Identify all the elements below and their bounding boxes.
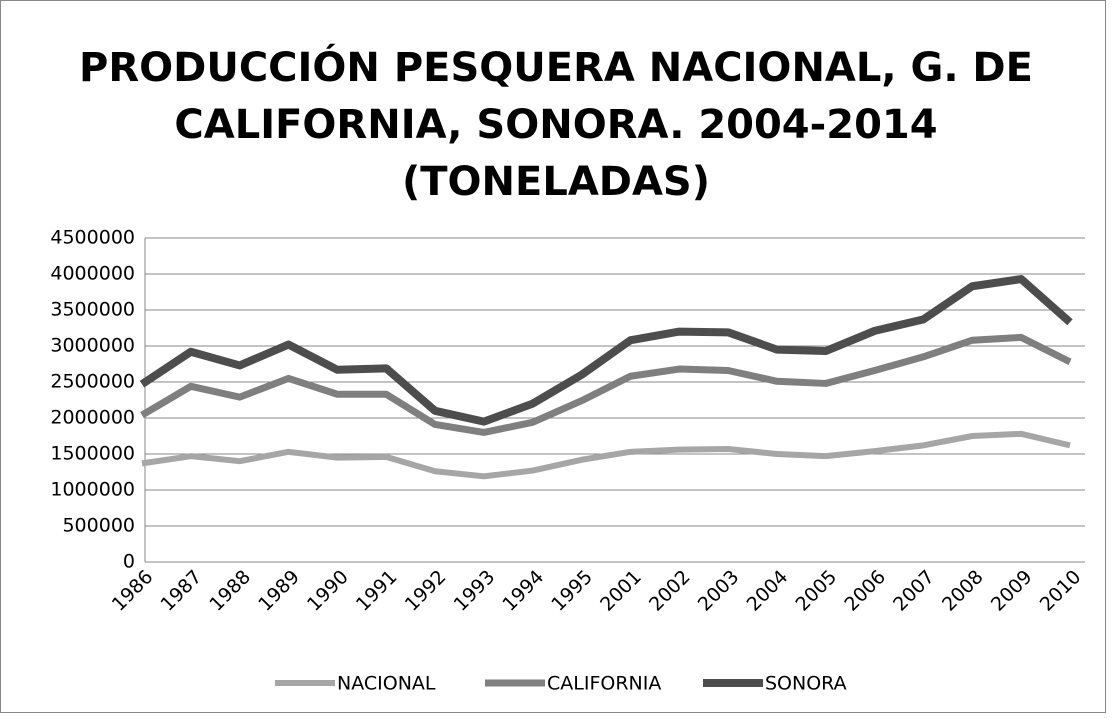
chart-title: CALIFORNIA, SONORA. 2004-2014 xyxy=(174,102,937,148)
y-tick-label: 0 xyxy=(123,551,135,573)
y-tick-label: 1000000 xyxy=(50,479,135,501)
series-line xyxy=(140,333,1072,436)
series-line xyxy=(141,430,1071,480)
y-tick-label: 4000000 xyxy=(50,263,135,285)
legend-label: NACIONAL xyxy=(337,673,436,695)
chart-title: (TONELADAS) xyxy=(402,159,710,205)
y-tick-label: 1500000 xyxy=(50,443,135,465)
y-tick-label: 3000000 xyxy=(50,335,135,357)
legend-label: CALIFORNIA xyxy=(547,673,661,695)
legend-label: SONORA xyxy=(765,673,847,695)
y-tick-label: 4500000 xyxy=(50,227,135,249)
y-tick-label: 3500000 xyxy=(50,299,135,321)
y-tick-label: 2500000 xyxy=(50,371,135,393)
y-tick-label: 500000 xyxy=(62,515,135,537)
y-tick-label: 2000000 xyxy=(50,407,135,429)
series-line xyxy=(139,275,1073,426)
chart-title: PRODUCCIÓN PESQUERA NACIONAL, G. DE xyxy=(79,43,1033,91)
